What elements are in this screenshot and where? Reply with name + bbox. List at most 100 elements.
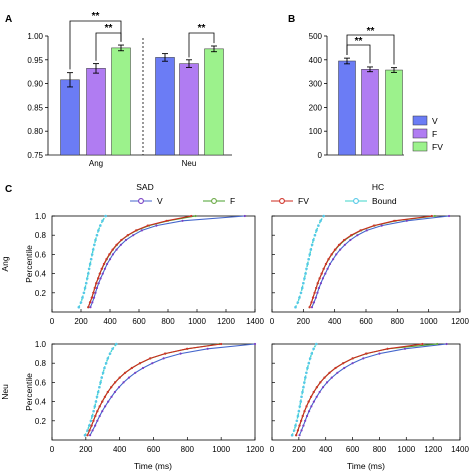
panel-c-point-fv [305, 405, 308, 408]
panel-c-point-fv [165, 219, 168, 222]
panel-c-label: C [5, 184, 12, 195]
panel-c-series-line-v [311, 215, 450, 308]
panel-b-y-tick-label: 400 [309, 56, 323, 65]
panel-b-sig-bracket-label: ** [367, 26, 375, 37]
panel-b-sig-bracket-label: ** [355, 36, 363, 47]
panel-c-x-tick-label: 0 [270, 445, 275, 454]
panel-c-point-v [141, 366, 145, 370]
panel-a-label: A [5, 14, 12, 25]
panel-c-legend-label: FV [298, 196, 309, 206]
panel-c-point-bound [294, 305, 297, 309]
panel-c-point-bound [290, 433, 294, 437]
panel-c-y-tick-label: 0.4 [35, 270, 47, 279]
panel-c-point-fv [315, 386, 318, 389]
panel-c-y-tick-label: 1.0 [35, 212, 47, 221]
panel-c-point-bound [93, 243, 96, 247]
panel-c-point-bound [88, 262, 92, 266]
panel-c-subplot-frame [51, 343, 256, 441]
panel-c-point-v [339, 248, 342, 251]
panel-c-x-tick-label: 400 [113, 445, 127, 454]
panel-c-point-fv [310, 301, 313, 304]
panel-c-x-tick-label: 800 [161, 317, 175, 326]
panel-c-point-v [319, 282, 322, 285]
panel-c-point-v [335, 253, 338, 256]
panel-c-x-tick-label: 1200 [451, 317, 469, 326]
panel-c-point-bound [94, 400, 98, 403]
panel-c-point-fv [220, 342, 223, 346]
panel-c-x-tick-label: 200 [74, 317, 88, 326]
panel-c-point-bound [93, 405, 97, 408]
panel-c-x-tick-label: 400 [319, 445, 333, 454]
panel-a-y-tick-label: 0.85 [27, 103, 43, 112]
panel-c-point-bound [295, 419, 299, 423]
panel-b-label: B [288, 14, 295, 25]
panel-c-point-bound [308, 253, 312, 256]
panel-c-point-v [140, 229, 143, 232]
panel-c-point-bound [305, 371, 308, 375]
panel-c-point-fv [106, 390, 109, 394]
panel-c-x-tick-label: 600 [346, 445, 360, 454]
panel-c-point-bound [83, 433, 87, 437]
panel-c-point-fv [300, 419, 303, 422]
panel-b-bar [385, 69, 403, 156]
panel-c-point-v [343, 366, 346, 370]
panel-c-y-tick-label: 0.2 [35, 417, 47, 426]
panel-c-point-bound [313, 233, 317, 237]
panel-c-point-bound [309, 248, 313, 251]
panel-c-x-tick-label: 400 [328, 317, 342, 326]
panel-c-point-bound [319, 219, 322, 223]
panel-c-point-fv [359, 229, 362, 232]
panel-b-legend-label: F [432, 129, 437, 139]
panel-a-sig-bracket-label: ** [198, 23, 206, 34]
panel-c-x-tick-label: 1000 [188, 317, 206, 326]
panel-a-y-tick-label: 0.75 [27, 151, 43, 160]
panel-c-point-bound [81, 296, 84, 299]
panel-c-point-v [107, 400, 110, 403]
panel-c-point-fv [92, 419, 95, 422]
panel-c-point-v [179, 352, 182, 355]
panel-c-point-v [99, 277, 102, 280]
panel-c-point-bound [83, 286, 87, 290]
panel-c-point-v [343, 243, 346, 246]
panel-c-point-v [113, 390, 117, 394]
panel-a-y-tick-label: 0.90 [27, 80, 43, 89]
panel-c-point-v [447, 214, 451, 218]
panel-c-point-fv [97, 277, 100, 280]
panel-c-point-bound [302, 385, 305, 389]
panel-a-sig-bracket [95, 32, 122, 61]
panel-c-point-bound [111, 347, 114, 351]
panel-c-point-bound [305, 267, 308, 271]
panel-c-point-bound [304, 376, 307, 379]
panel-c-point-v [103, 267, 107, 270]
panel-c-point-bound [298, 296, 301, 299]
panel-a-bar [204, 48, 224, 156]
panel-c-point-fv [92, 291, 95, 294]
panel-c-point-v [206, 347, 209, 350]
panel-c-series-line-fv [295, 343, 423, 436]
panel-c-point-fv [90, 424, 93, 427]
panel-c-point-bound [300, 395, 303, 399]
panel-c-point-v [117, 386, 121, 389]
panel-b-legend-swatch [412, 128, 428, 139]
panel-c-point-v [111, 253, 114, 256]
panel-a-sig-bracket-label: ** [92, 11, 100, 22]
panel-c-point-v [108, 258, 112, 261]
panel-c-x-tick-label: 1000 [212, 445, 230, 454]
panel-c-point-fv [316, 282, 319, 285]
panel-c-point-bound [310, 352, 314, 355]
panel-c-point-v [330, 376, 333, 379]
panel-c-xlabel: Time (ms) [134, 461, 172, 471]
panel-c-y-tick-label: 0.8 [35, 359, 47, 368]
panel-c-y-tick-label: 0.2 [35, 289, 47, 298]
panel-c-legend-label: F [230, 196, 235, 206]
column-title-hc: HC [372, 182, 384, 192]
panel-c-point-v [253, 342, 257, 346]
panel-c-point-bound [317, 224, 320, 227]
panel-c-point-v [332, 258, 335, 261]
panel-b-y-tick-label: 200 [309, 103, 323, 112]
panel-c-point-bound [90, 414, 94, 418]
panel-c-point-bound [315, 229, 318, 232]
panel-c-point-fv [120, 238, 123, 242]
panel-b-y-tick-label: 0 [318, 151, 323, 160]
panel-c-legend-label: Bound [372, 196, 397, 206]
